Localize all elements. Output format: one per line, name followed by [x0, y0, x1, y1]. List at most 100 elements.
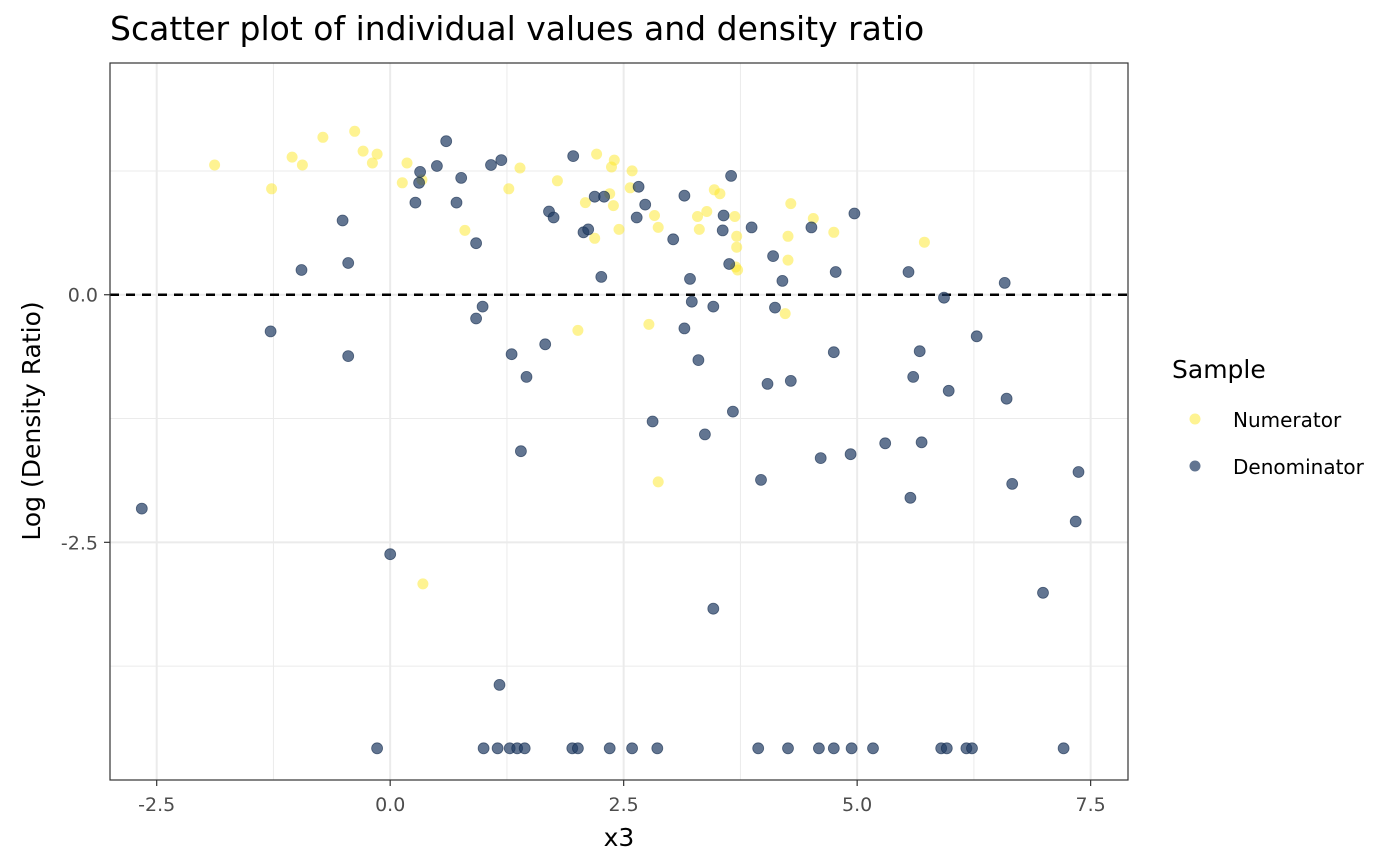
x-tick-label: 7.5	[1076, 794, 1106, 816]
y-axis-title: Log (Density Ratio)	[17, 301, 46, 540]
data-point	[913, 345, 926, 358]
data-point	[579, 197, 591, 209]
data-point	[667, 233, 680, 246]
data-point	[1006, 477, 1019, 490]
data-point	[613, 223, 625, 235]
data-point	[814, 452, 827, 465]
data-point	[692, 211, 703, 222]
data-point	[678, 189, 691, 202]
data-point	[904, 491, 917, 504]
data-point	[1000, 392, 1013, 405]
data-point	[970, 330, 983, 343]
y-tick-label: 0.0	[68, 285, 98, 307]
data-point	[652, 476, 664, 488]
data-point	[476, 300, 489, 313]
data-point	[732, 264, 744, 276]
data-point	[595, 270, 608, 283]
data-point	[867, 742, 879, 755]
data-point	[607, 200, 619, 212]
data-point	[518, 742, 531, 755]
data-point	[998, 276, 1011, 289]
data-point	[582, 223, 595, 236]
data-point	[551, 175, 563, 187]
data-point	[776, 274, 789, 287]
data-point	[440, 135, 453, 148]
data-point	[547, 211, 560, 224]
x-axis-title: x3	[604, 823, 635, 852]
panel-background	[110, 63, 1128, 780]
data-point	[761, 377, 774, 390]
data-point	[539, 338, 552, 351]
data-point	[296, 159, 308, 171]
data-point	[767, 250, 779, 263]
data-point	[572, 324, 584, 336]
legend-key-denominator	[1189, 460, 1201, 472]
data-point	[630, 211, 643, 224]
data-point	[769, 301, 781, 314]
data-point	[692, 354, 705, 367]
data-point	[603, 742, 616, 755]
data-point	[827, 346, 840, 359]
data-point	[491, 742, 504, 755]
data-point	[731, 241, 743, 253]
data-point	[485, 159, 497, 171]
data-point	[845, 742, 858, 755]
data-point	[209, 159, 221, 171]
plot-panel	[109, 62, 1129, 781]
data-point	[685, 295, 698, 308]
data-point	[731, 230, 743, 242]
data-point	[1037, 586, 1049, 599]
data-point	[295, 264, 308, 276]
data-point	[505, 348, 518, 361]
data-point	[413, 176, 426, 189]
data-point	[844, 448, 857, 461]
data-point	[470, 237, 483, 250]
data-point	[384, 548, 397, 561]
data-point	[624, 182, 636, 194]
data-point	[495, 154, 508, 167]
data-point	[915, 436, 928, 449]
data-point	[1069, 515, 1082, 528]
data-point	[626, 742, 638, 755]
data-point	[723, 258, 736, 270]
y-tick-label: -2.5	[61, 532, 98, 554]
data-point	[684, 272, 696, 285]
data-point	[907, 370, 920, 383]
data-point	[755, 473, 767, 486]
data-point	[782, 742, 794, 755]
data-point	[918, 236, 930, 248]
data-point	[503, 183, 515, 195]
data-point	[784, 374, 797, 387]
data-point	[598, 190, 610, 203]
panel-border	[109, 62, 1129, 781]
data-point	[707, 300, 720, 313]
data-point	[396, 177, 408, 189]
data-point	[135, 502, 148, 515]
data-point	[940, 742, 953, 755]
data-point	[342, 350, 355, 363]
data-point	[520, 370, 533, 383]
data-point	[902, 266, 915, 278]
data-point	[729, 211, 741, 222]
data-point	[652, 221, 664, 233]
data-point	[264, 325, 277, 338]
data-point	[678, 322, 691, 335]
data-point	[745, 221, 758, 234]
x-tick-label: -2.5	[138, 794, 175, 816]
data-point	[807, 213, 819, 224]
data-point	[938, 291, 950, 304]
data-point	[371, 742, 384, 755]
data-point	[317, 131, 329, 143]
data-point	[779, 308, 791, 320]
data-point	[493, 679, 506, 691]
data-point	[632, 180, 645, 193]
data-point	[805, 221, 818, 234]
data-point	[342, 257, 355, 269]
series-denominator	[135, 135, 1085, 755]
data-point	[813, 742, 825, 755]
data-point	[470, 312, 483, 325]
data-point	[699, 428, 711, 441]
legend-title: Sample	[1172, 355, 1266, 384]
data-point	[966, 742, 978, 755]
data-point	[725, 169, 737, 182]
